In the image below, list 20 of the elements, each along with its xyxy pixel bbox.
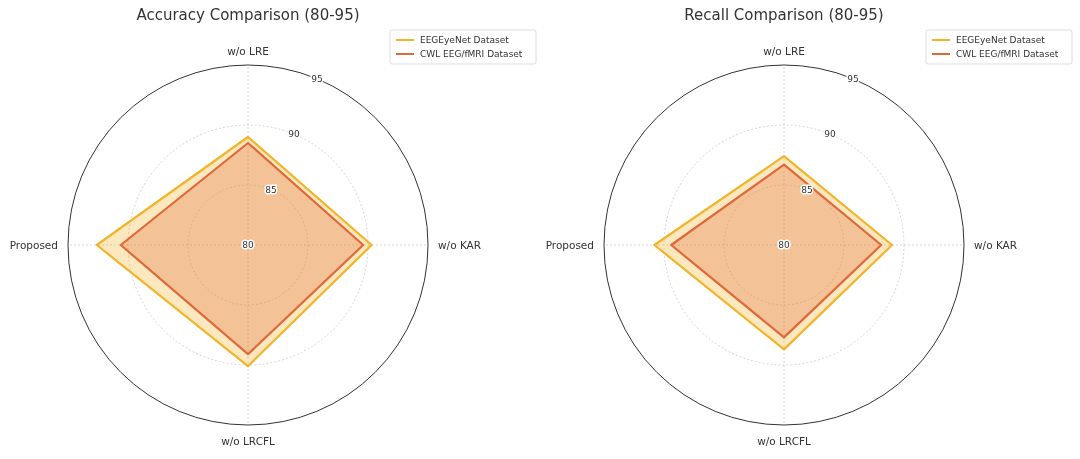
spoke-label: Proposed <box>545 239 594 251</box>
legend-label: CWL EEG/fMRI Dataset <box>420 49 523 59</box>
y-tick-label: 85 <box>801 184 813 195</box>
spoke-label: w/o LRE <box>227 45 269 57</box>
spoke-label: w/o LRCFL <box>221 435 276 447</box>
legend-label: EEGEyeNet Dataset <box>956 35 1046 45</box>
y-tick-label: 90 <box>824 129 836 140</box>
chart-title: Accuracy Comparison (80-95) <box>136 6 360 24</box>
y-tick-label: 85 <box>265 184 277 195</box>
spoke-label: w/o KAR <box>438 239 482 251</box>
y-tick-label: 80 <box>242 240 254 250</box>
y-tick-label: 90 <box>288 129 300 140</box>
spoke-label: Proposed <box>9 239 58 251</box>
legend-label: CWL EEG/fMRI Dataset <box>956 49 1059 59</box>
y-tick-label: 80 <box>778 240 790 250</box>
legend-label: EEGEyeNet Dataset <box>420 35 510 45</box>
spoke-label: w/o LRCFL <box>757 435 812 447</box>
spoke-label: w/o KAR <box>974 239 1018 251</box>
chart-title: Recall Comparison (80-95) <box>684 6 884 24</box>
spoke-label: w/o LRE <box>763 45 805 57</box>
